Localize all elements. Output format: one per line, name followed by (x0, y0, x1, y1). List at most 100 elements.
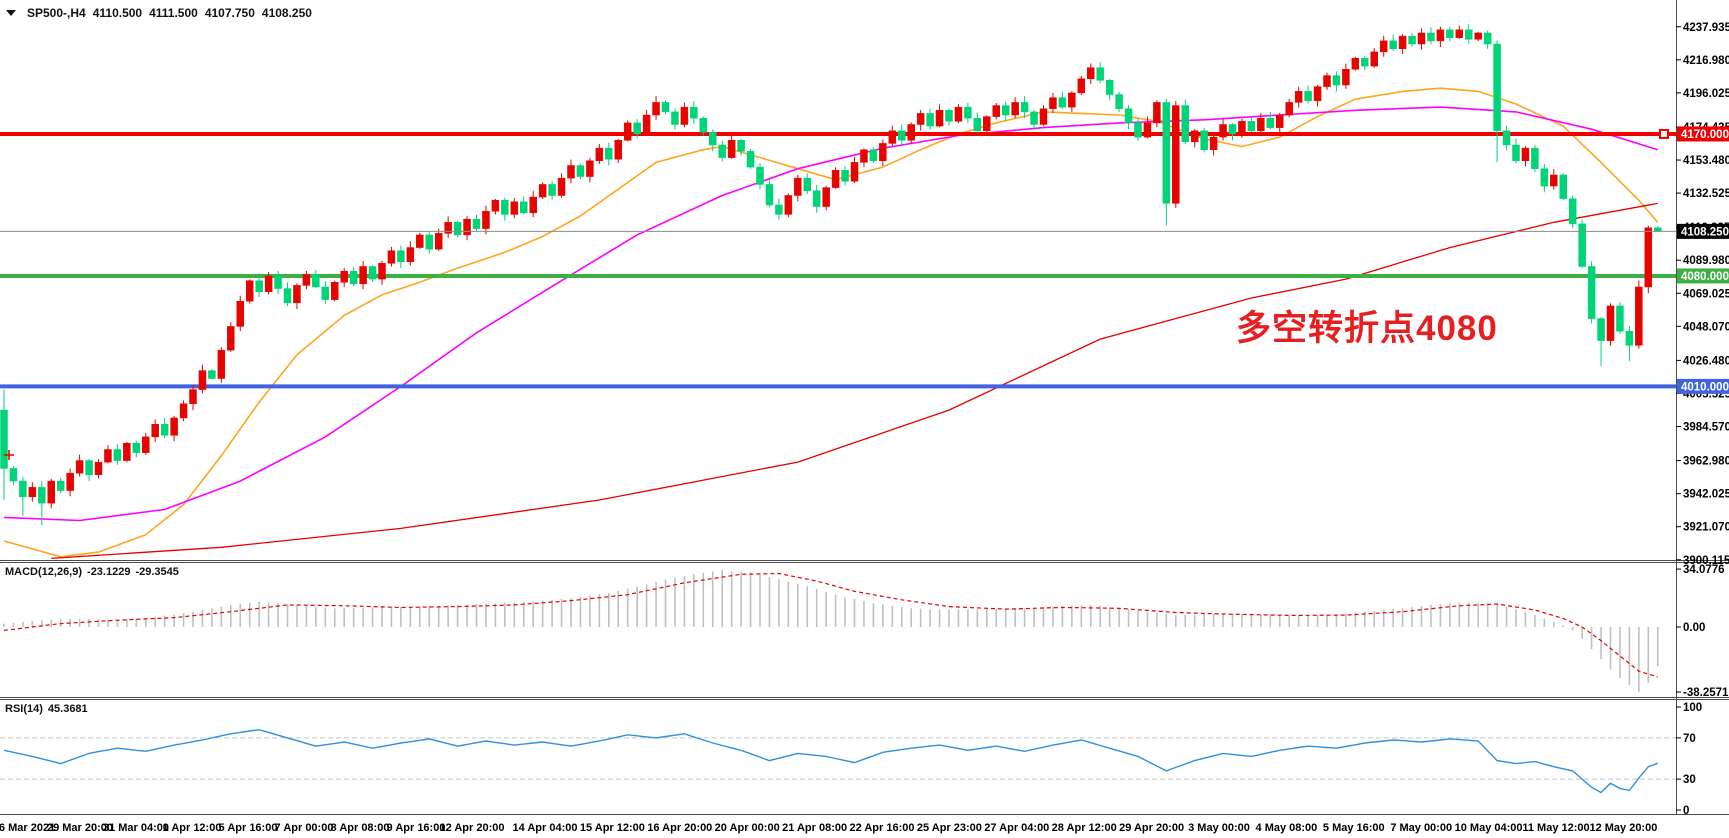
candle (1200, 130, 1208, 150)
candle (425, 234, 433, 250)
candle (1512, 144, 1520, 162)
time-axis-label: 25 Apr 23:00 (917, 822, 982, 834)
time-axis-label: 29 Mar 20:00 (47, 822, 113, 834)
candle (321, 286, 330, 300)
candle (1238, 121, 1246, 135)
candle (737, 140, 745, 152)
price-tick-label: 3900.115 (1683, 555, 1729, 567)
rsi-tick-label: 100 (1683, 702, 1702, 714)
candle (1379, 40, 1388, 53)
rsi-tick-label: 30 (1683, 774, 1696, 786)
time-axis-label: 29 Apr 20:00 (1119, 822, 1184, 834)
candle (208, 370, 216, 379)
candle (1408, 35, 1416, 45)
level-label-4170-bg[interactable] (1677, 126, 1729, 142)
candle (746, 151, 755, 168)
candle (1068, 92, 1076, 108)
candle (170, 417, 178, 436)
candle (1436, 29, 1445, 42)
candle (1209, 136, 1218, 150)
candle (66, 472, 74, 491)
candle (794, 177, 802, 196)
level-label-4080-bg[interactable] (1677, 268, 1729, 284)
candle (1351, 57, 1360, 70)
candle (935, 110, 944, 127)
candle (160, 424, 169, 436)
cross-marker (4, 450, 14, 460)
level-label-4010: 4010.000 (1681, 381, 1729, 393)
candle (614, 140, 622, 160)
candle (812, 190, 821, 207)
price-tick-label: 4153.480 (1683, 155, 1729, 167)
time-axis-label: 10 May 04:00 (1455, 822, 1523, 834)
ohlc-low: 4107.750 (204, 6, 255, 20)
rsi-tick-label: 0 (1683, 805, 1689, 817)
time-axis-label: 27 Apr 04:00 (984, 822, 1049, 834)
candle (1635, 286, 1643, 346)
candle (1219, 124, 1227, 138)
candle (1039, 108, 1048, 125)
candle (0, 409, 8, 469)
candle (387, 250, 396, 264)
candle (132, 442, 141, 453)
candle (179, 403, 188, 419)
candle (1143, 122, 1152, 138)
chart-dropdown-icon[interactable] (6, 10, 16, 16)
time-axis-label: 21 Apr 08:00 (782, 822, 847, 834)
candle (1568, 198, 1577, 225)
time-axis-label: 16 Apr 20:00 (647, 822, 712, 834)
rsi-tick-label: 70 (1683, 733, 1696, 745)
candle (1654, 227, 1662, 232)
time-axis-label: 31 Mar 04:00 (103, 822, 169, 834)
time-axis-label: 11 May 12:00 (1522, 822, 1589, 834)
hline-handle[interactable] (1659, 128, 1669, 139)
candle (803, 177, 811, 192)
rsi-value: 45.3681 (47, 703, 88, 715)
candle (1559, 174, 1567, 199)
candle (1521, 147, 1530, 162)
candle (1115, 94, 1123, 109)
candle (633, 122, 641, 135)
price-tick-label: 4069.025 (1683, 288, 1729, 300)
candle (491, 199, 500, 212)
symbol-name: SP500-,H4 (27, 6, 86, 20)
candle (567, 165, 575, 179)
candle (1465, 29, 1473, 40)
candle (198, 370, 207, 390)
candle (75, 460, 84, 474)
candle (661, 102, 670, 113)
candle (888, 130, 897, 144)
candle (538, 184, 547, 198)
candle (444, 222, 452, 234)
candle (860, 149, 868, 163)
ma-slow-red (51, 202, 1658, 560)
candle (302, 274, 311, 286)
candle (690, 106, 698, 119)
price-tick-label: 4196.025 (1683, 88, 1729, 100)
time-axis-label: 14 Apr 04:00 (512, 822, 577, 834)
candle (898, 130, 906, 141)
candle (453, 222, 462, 236)
candle (189, 389, 197, 405)
candle (104, 449, 112, 463)
current-price-label: 4108.250 (1681, 226, 1729, 238)
candle (964, 106, 972, 119)
candle (557, 177, 566, 196)
candle (359, 266, 367, 285)
candle (1550, 174, 1558, 187)
candle (520, 201, 528, 214)
candle (1502, 130, 1511, 146)
candle (1153, 102, 1161, 124)
candle (1370, 51, 1378, 67)
candle (1323, 75, 1331, 87)
macd-name: MACD(12,26,9) (5, 566, 83, 578)
macd-value-main: -23.1229 (87, 566, 131, 578)
candle (1228, 124, 1237, 135)
candle (368, 266, 377, 280)
level-label-4010-bg[interactable] (1677, 378, 1729, 394)
candle (227, 326, 235, 351)
candle (916, 113, 925, 125)
candle (652, 102, 660, 116)
candle (605, 147, 613, 160)
